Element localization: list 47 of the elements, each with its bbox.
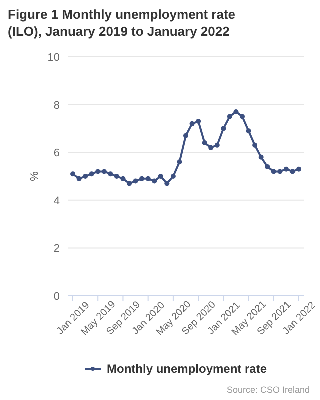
point [221, 126, 226, 132]
point [296, 166, 302, 172]
point [108, 172, 114, 177]
point [252, 142, 258, 148]
source-note: Source: CSO Ireland [226, 385, 310, 395]
point [265, 164, 270, 170]
y-tick-label: 8 [54, 100, 60, 112]
point [76, 176, 82, 182]
legend-label: Monthly unemployment rate [107, 362, 268, 376]
point [240, 114, 245, 120]
y-axis-title: % [29, 171, 41, 182]
point [133, 178, 138, 184]
point [164, 181, 170, 186]
point [114, 174, 120, 179]
point [170, 174, 176, 179]
point [127, 181, 132, 186]
point [234, 109, 239, 114]
point [196, 119, 202, 124]
point [140, 176, 145, 182]
point [258, 154, 264, 160]
y-tick-label: 6 [54, 148, 60, 160]
point [208, 145, 214, 150]
point [190, 121, 195, 126]
point [284, 166, 289, 172]
y-tick-label: 2 [54, 243, 60, 256]
point [177, 160, 182, 165]
y-tick-label: 0 [54, 291, 60, 303]
point [158, 174, 164, 179]
point [102, 169, 107, 174]
point [246, 128, 252, 134]
point [202, 140, 208, 146]
point [70, 172, 76, 177]
point [152, 178, 158, 184]
point [214, 142, 220, 148]
y-tick-label: 4 [54, 195, 60, 208]
chart-title: Figure 1 Monthly unemployment rate (ILO), January 2019 to January 2022 [8, 7, 236, 39]
point [120, 176, 126, 182]
point [227, 114, 232, 120]
point [271, 169, 276, 174]
point [96, 169, 101, 174]
y-tick-label: 10 [48, 52, 60, 64]
point [83, 174, 88, 179]
point [184, 133, 188, 138]
point [278, 169, 283, 174]
point [290, 169, 296, 174]
point [146, 176, 151, 182]
point [89, 172, 94, 177]
